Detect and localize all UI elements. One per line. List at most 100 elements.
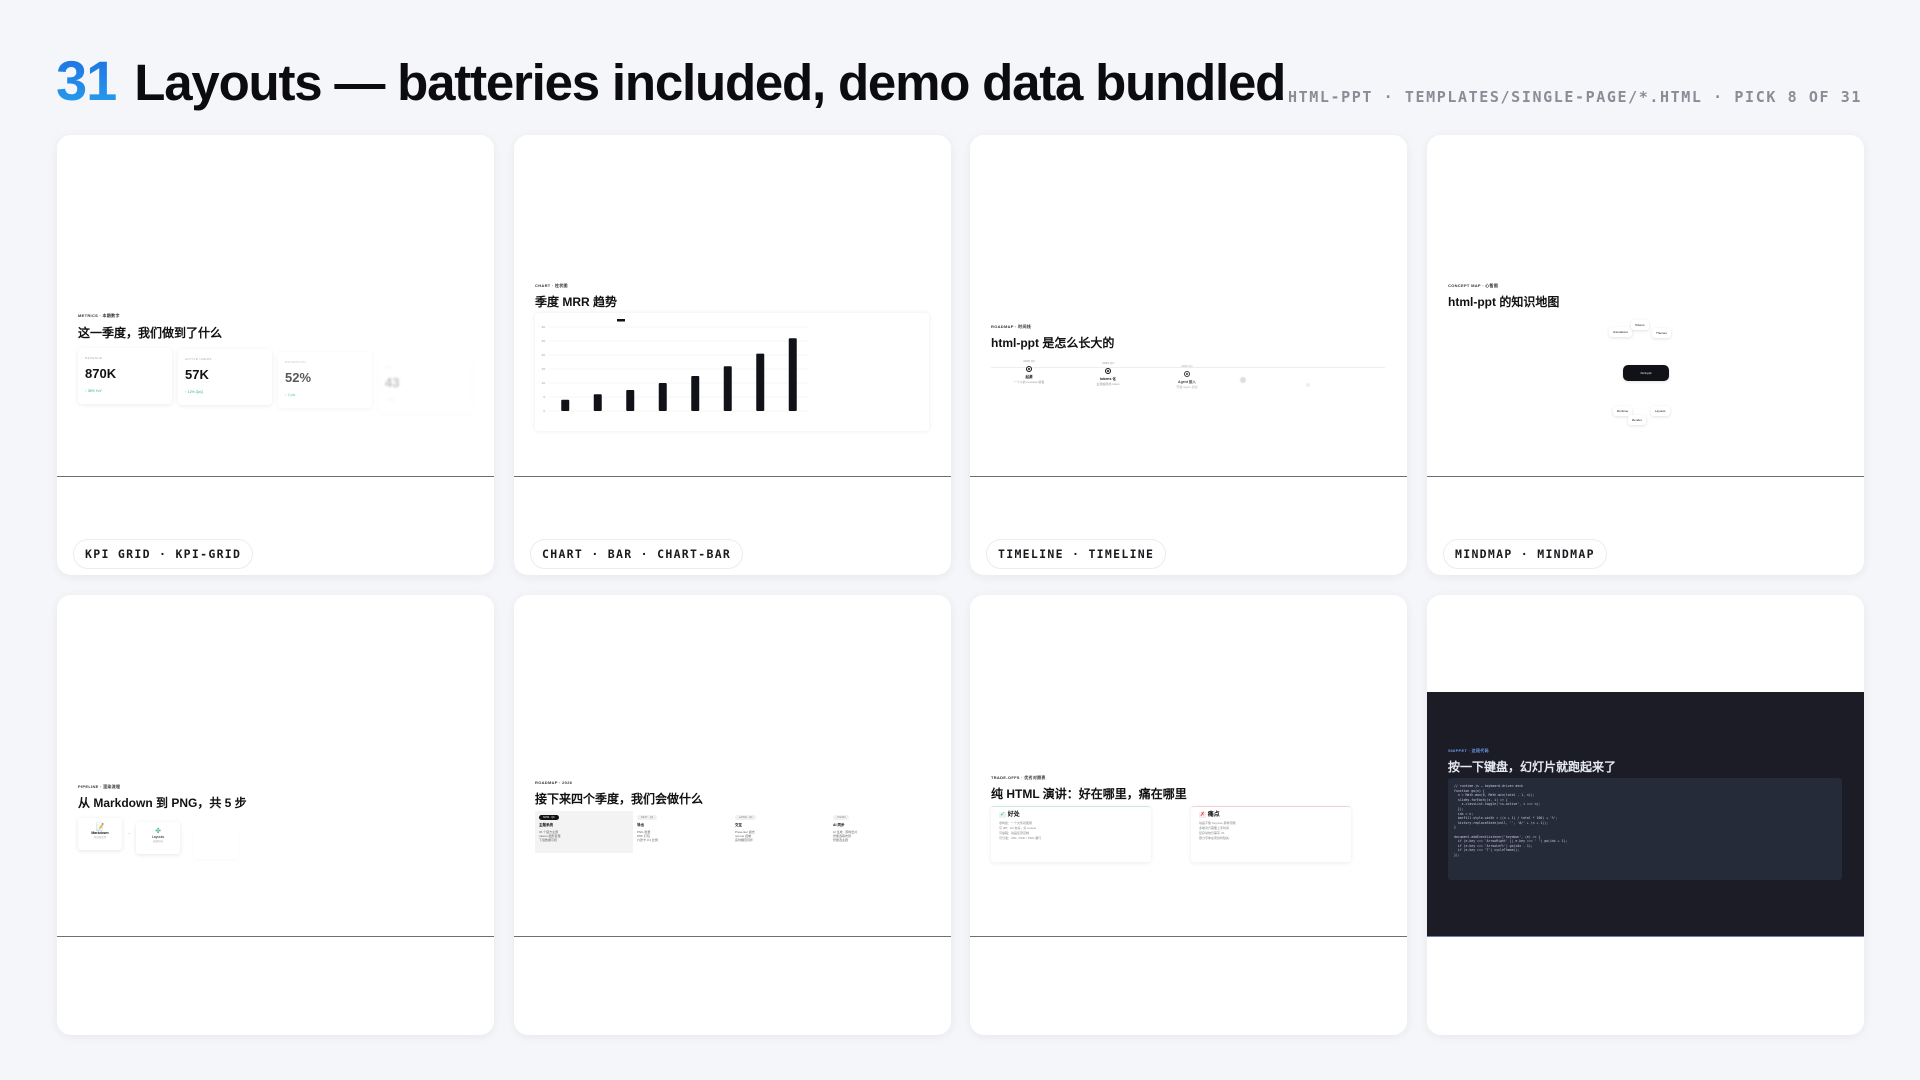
layout-card-chart-bar[interactable]: CHART · 柱状图 季度 MRR 趋势 0 5 10 15 20 25 30 CHART… <box>514 135 951 575</box>
kpi-card: REVENUE 870K ↑ 38% YoY <box>78 348 172 404</box>
roadmap-tag: LATER · Q3 <box>735 815 757 820</box>
bar <box>723 366 732 411</box>
y-tick-label: 25 <box>542 339 546 343</box>
roadmap-item: 实时翻页同步 <box>735 838 754 842</box>
timeline-name: Agent 接入 <box>1178 380 1196 384</box>
layout-count: 31 <box>56 49 117 112</box>
timeline-desc: 主题抽离成 token <box>1096 382 1120 386</box>
roadmap-column: LATER · Q3 交互 Presenter 模式 remote 控制 实时翻页同步 <box>731 811 829 853</box>
pros-item: 零构建：一个文件就能跑 <box>999 821 1033 825</box>
mindmap-node: Tokens <box>1631 320 1649 330</box>
code-block: // runtime.js — keyboard-driven deck fun… <box>1448 778 1842 880</box>
legend-swatch <box>617 319 625 322</box>
slide-title: 纯 HTML 演讲：好在哪里，痛在哪里 <box>991 787 1187 801</box>
layout-label: MINDMAP · MINDMAP <box>1443 539 1607 569</box>
slide-kicker: CONCEPT MAP · 心智图 <box>1448 283 1499 288</box>
slide-preview: TRADE-OFFS · 优劣对照表 纯 HTML 演讲：好在哪里，痛在哪里 ✓… <box>970 595 1407 937</box>
bar-chart: 0 5 10 15 20 25 30 <box>535 313 929 431</box>
mindmap-node: Animations <box>1609 327 1632 337</box>
puzzle-icon: ✤ <box>155 828 161 835</box>
kpi-value: 43 <box>385 375 400 390</box>
kpi-delta: ↑ 12% QoQ <box>185 390 204 394</box>
check-icon: ✓ <box>999 812 1007 818</box>
pipeline-step: 📝 Markdown 内容源文件 <box>78 818 122 850</box>
cons-heading: 痛点 <box>1207 812 1220 818</box>
page-header: 31 Layouts — batteries included, demo da… <box>56 48 1286 113</box>
layout-card-pros-cons[interactable]: TRADE-OFFS · 优劣对照表 纯 HTML 演讲：好在哪里，痛在哪里 ✓… <box>970 595 1407 1035</box>
slide-title: 这一季度，我们做到了什么 <box>78 326 223 340</box>
kpi-label: REVENUE <box>85 356 103 360</box>
roadmap-tag: VISION <box>833 815 850 820</box>
roadmap-item: Presenter 模式 <box>735 830 755 834</box>
cons-item: 部分字体在离线时缺失 <box>1199 836 1230 840</box>
layout-label: TIMELINE · TIMELINE <box>986 539 1167 569</box>
bar <box>626 390 635 411</box>
mindmap-node: Render <box>1628 415 1646 425</box>
roadmap-item: remote 控制 <box>735 834 752 838</box>
timeline-dot-faded <box>1240 377 1246 383</box>
roadmap-item: PNG 批量 <box>637 830 651 834</box>
mindmap-node: Runtime <box>1613 406 1633 416</box>
timeline-dot-faded <box>1306 383 1310 387</box>
slide-title: 按一下键盘，幻灯片就跑起来了 <box>1448 760 1617 774</box>
layout-card-roadmap[interactable]: ROADMAP · 2026 接下来四个季度，我们会做什么 NOW · Q1 主题… <box>514 595 951 1035</box>
layout-card-pipeline[interactable]: PIPELINE · 渲染流程 从 Markdown 到 PNG，共 5 步 📝… <box>57 595 494 1035</box>
roadmap-head: 主题系统 <box>539 823 553 827</box>
page-meta: HTML-PPT · TEMPLATES/SINGLE-PAGE/*.HTML … <box>1287 88 1862 106</box>
pros-box: ✓ 好处零构建：一个文件就能跑可 diff：Git 友好，好 review 可编程… <box>991 806 1151 862</box>
pros-item: 可编程：动画任意定制 <box>999 831 1030 835</box>
arrow-icon: → <box>126 830 131 836</box>
mindmap-center: html-ppt <box>1623 365 1669 381</box>
slide-title: html-ppt 的知识地图 <box>1448 295 1560 309</box>
cons-item: 多端对齐需要上手时间 <box>1199 826 1230 830</box>
slide-title: 接下来四个季度，我们会做什么 <box>535 792 704 806</box>
timeline-name: tokens 化 <box>1100 377 1116 381</box>
roadmap-column: VISION AI 同步 AI 生成 · 即时出片 智能选取布局 智能选主题 <box>829 811 927 853</box>
roadmap-tag: NOW · Q1 <box>539 815 559 820</box>
layout-card-timeline[interactable]: ROADMAP · 时间线 html-ppt 是怎么长大的 2025 Q3 起源一… <box>970 135 1407 575</box>
timeline-name: 起源 <box>1025 375 1033 379</box>
timeline-item: 2025 Q4 tokens 化主题抽离成 token <box>1078 361 1138 386</box>
slide-preview: PIPELINE · 渲染流程 从 Markdown 到 PNG，共 5 步 📝… <box>57 595 494 937</box>
cross-icon: ✗ <box>1199 812 1207 818</box>
bar-chart-svg: 0 5 10 15 20 25 30 <box>542 319 809 413</box>
slide-preview: CHART · 柱状图 季度 MRR 趋势 0 5 10 15 20 25 30 <box>514 135 951 477</box>
page-title: Layouts — batteries included, demo data … <box>134 54 1286 111</box>
slide-preview: ROADMAP · 2026 接下来四个季度，我们会做什么 NOW · Q1 主题… <box>514 595 951 937</box>
slide-kicker: TRADE-OFFS · 优劣对照表 <box>991 775 1046 780</box>
kpi-label: NPS <box>385 365 393 369</box>
pros-item: 可分发：URL / PDF / PNG 都行 <box>999 836 1042 840</box>
roadmap-item: 智能选主题 <box>833 838 849 842</box>
pipeline-step-faded <box>194 827 238 859</box>
kpi-card: RETENTION 52% ↑ 3 pts <box>278 352 372 408</box>
timeline-date: 2025 Q4 <box>1102 361 1114 365</box>
step-name: Layouts <box>151 835 165 839</box>
slide-kicker: CHART · 柱状图 <box>535 283 568 288</box>
layout-card-kpi-grid[interactable]: METRICS · 本期数字 这一季度，我们做到了什么 REVENUE 870K ↑… <box>57 135 494 575</box>
pros-heading: 好处 <box>1007 812 1020 818</box>
y-tick-label: 0 <box>543 409 545 413</box>
slide-title: 从 Markdown 到 PNG，共 5 步 <box>78 796 247 810</box>
layout-card-mindmap[interactable]: CONCEPT MAP · 心智图 html-ppt 的知识地图 html-pp… <box>1427 135 1864 575</box>
y-tick-label: 15 <box>542 367 546 371</box>
cons-item: 复杂动效仍需写 JS <box>1199 831 1225 835</box>
y-tick-label: 30 <box>542 325 546 329</box>
slide-preview: SNIPPET · 这段代码 按一下键盘，幻灯片就跑起来了 // runtime… <box>1427 595 1864 937</box>
roadmap-item: AI 生成 · 即时出片 <box>833 830 858 834</box>
roadmap-tag: NEXT · Q2 <box>637 815 658 820</box>
roadmap-item: PDF 打包 <box>637 834 650 838</box>
pros-item: 可 diff：Git 友好，好 review <box>999 826 1036 830</box>
kpi-value: 57K <box>185 367 209 382</box>
layout-card-code[interactable]: SNIPPET · 这段代码 按一下键盘，幻灯片就跑起来了 // runtime… <box>1427 595 1864 1035</box>
kpi-value: 870K <box>85 366 117 381</box>
bar <box>658 383 667 411</box>
mindmap-node: Themes <box>1652 328 1671 338</box>
kpi-value: 52% <box>285 370 312 385</box>
slide-title: 季度 MRR 趋势 <box>535 295 617 309</box>
layout-label: CHART · BAR · CHART-BAR <box>530 539 744 569</box>
step-desc: 内容源文件 <box>93 836 107 839</box>
y-tick-label: 10 <box>542 381 546 385</box>
step-name: Markdown <box>91 831 109 835</box>
cons-box: ✗ 痛点 动画不像 Keynote 那样流畅 多端对齐需要上手时间 复杂动效仍需写 J… <box>1191 806 1351 862</box>
slide-kicker: METRICS · 本期数字 <box>78 313 120 318</box>
